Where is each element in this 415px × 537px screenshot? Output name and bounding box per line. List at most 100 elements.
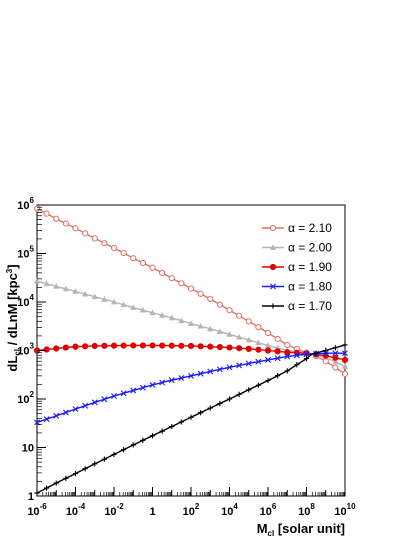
- data-point: [110, 298, 118, 305]
- data-point: [197, 322, 204, 329]
- data-point: [53, 480, 59, 486]
- legend-label: α = 2.10: [288, 221, 332, 235]
- data-point: [130, 342, 137, 349]
- data-point: [265, 356, 271, 363]
- data-point: [178, 342, 185, 349]
- data-point: [82, 343, 89, 350]
- data-point: [101, 342, 108, 349]
- data-point: [72, 343, 79, 350]
- data-point: [33, 205, 41, 212]
- data-point: [120, 249, 127, 257]
- data-point: [43, 210, 50, 217]
- data-point: [332, 358, 339, 365]
- data-point: [293, 352, 300, 359]
- data-point: [274, 335, 281, 343]
- data-point: [33, 277, 41, 284]
- data-point: [91, 399, 98, 406]
- data-point: [139, 342, 146, 349]
- y-axis-label: dLcl / dLnM [kpc3]: [5, 264, 22, 371]
- legend-entry: α = 2.00: [262, 241, 332, 255]
- data-point: [53, 215, 60, 222]
- data-point: [255, 324, 262, 331]
- data-point: [187, 342, 195, 350]
- y-tick-label: 1: [28, 491, 34, 503]
- data-point: [245, 336, 252, 343]
- data-point: [178, 317, 185, 324]
- data-point: [53, 283, 60, 289]
- data-point: [303, 351, 310, 358]
- data-point: [269, 224, 277, 232]
- data-point: [236, 333, 243, 340]
- data-point: [168, 377, 175, 384]
- data-point: [265, 377, 271, 384]
- data-point: [332, 354, 339, 361]
- data-point: [245, 318, 252, 325]
- data-point: [91, 235, 98, 242]
- data-point: [44, 485, 50, 491]
- data-point: [82, 402, 89, 409]
- data-point: [130, 387, 137, 394]
- data-point: [101, 396, 108, 403]
- data-point: [140, 437, 146, 443]
- legend-entry: α = 1.90: [262, 260, 332, 274]
- data-point: [216, 301, 223, 308]
- data-point: [149, 381, 156, 388]
- data-point: [101, 296, 108, 302]
- x-tick-label: 10-4: [66, 502, 86, 518]
- data-point: [91, 342, 98, 350]
- data-point: [168, 275, 175, 282]
- data-point: [236, 391, 242, 397]
- data-point: [168, 342, 175, 349]
- x-axis-label: Mcl [solar unit]: [257, 521, 345, 537]
- data-point: [111, 451, 117, 458]
- legend-entry: α = 2.10: [262, 221, 332, 235]
- data-point: [269, 244, 277, 250]
- data-point: [216, 344, 223, 351]
- data-point: [178, 419, 184, 425]
- data-point: [92, 461, 98, 467]
- data-point: [139, 259, 146, 267]
- data-point: [226, 331, 233, 337]
- data-point: [341, 370, 349, 377]
- data-point: [62, 220, 69, 227]
- y-tick-label: 103: [17, 342, 34, 358]
- data-point: [323, 347, 329, 354]
- data-point: [255, 382, 261, 388]
- data-point: [149, 433, 156, 439]
- data-point: [188, 372, 194, 379]
- data-point: [332, 345, 338, 351]
- series-2: [33, 277, 349, 369]
- data-point: [168, 314, 175, 321]
- data-point: [255, 358, 262, 365]
- data-point: [149, 309, 156, 316]
- data-point: [43, 416, 50, 423]
- data-point: [72, 470, 79, 477]
- series-5: [34, 342, 348, 496]
- data-point: [284, 341, 291, 349]
- data-point: [110, 342, 118, 349]
- data-point: [130, 442, 136, 448]
- data-point: [341, 356, 349, 364]
- data-point: [139, 306, 146, 313]
- data-point: [269, 263, 277, 271]
- x-tick-label: 106: [260, 502, 277, 518]
- data-point: [159, 269, 166, 277]
- y-tick-label: 105: [17, 245, 34, 261]
- data-point: [62, 409, 69, 416]
- data-point: [303, 356, 310, 362]
- data-point: [149, 342, 156, 349]
- data-point: [91, 293, 98, 300]
- data-point: [236, 362, 243, 369]
- data-point: [72, 225, 79, 232]
- data-point: [62, 344, 69, 351]
- data-point: [226, 364, 233, 371]
- x-tick-label: 102: [183, 502, 200, 518]
- x-tick-label: 10-6: [27, 502, 47, 518]
- legend-label: α = 1.70: [288, 299, 332, 313]
- x-tick-label: 1010: [334, 502, 356, 518]
- data-point: [270, 283, 276, 290]
- data-point: [207, 325, 214, 332]
- legend-entry: α = 1.70: [262, 299, 332, 313]
- legend-label: α = 1.80: [288, 280, 332, 294]
- data-point: [188, 414, 194, 420]
